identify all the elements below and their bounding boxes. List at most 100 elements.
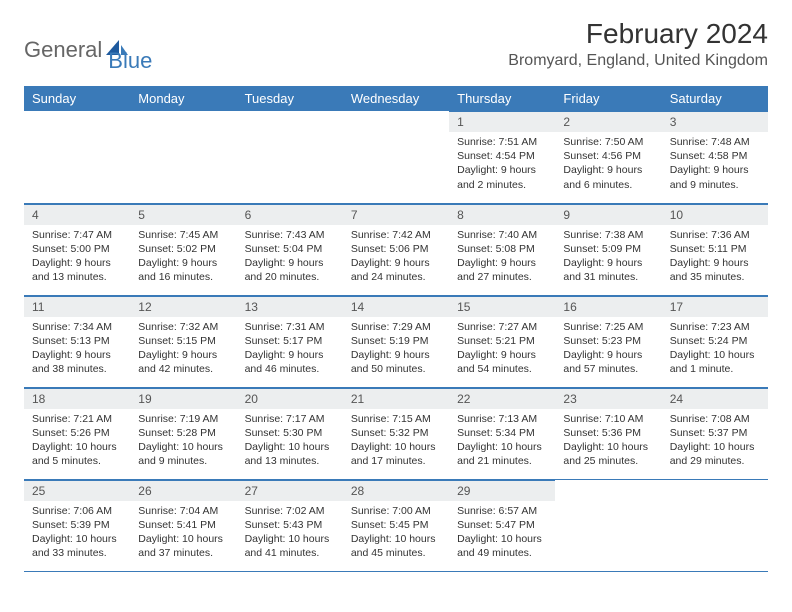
calendar-cell: 16Sunrise: 7:25 AMSunset: 5:23 PMDayligh… [555, 295, 661, 387]
calendar-cell: 6Sunrise: 7:43 AMSunset: 5:04 PMDaylight… [237, 203, 343, 295]
sunrise-line: Sunrise: 7:19 AM [138, 412, 228, 426]
calendar-cell: 27Sunrise: 7:02 AMSunset: 5:43 PMDayligh… [237, 479, 343, 571]
brand-part2: Blue [108, 48, 152, 74]
sunset-line: Sunset: 5:37 PM [670, 426, 760, 440]
sunrise-line: Sunrise: 6:57 AM [457, 504, 547, 518]
day-header: Sunday [24, 86, 130, 111]
day-details: Sunrise: 7:21 AMSunset: 5:26 PMDaylight:… [24, 409, 130, 475]
day-details: Sunrise: 7:00 AMSunset: 5:45 PMDaylight:… [343, 501, 449, 567]
day-number: 21 [343, 388, 449, 409]
day-header: Thursday [449, 86, 555, 111]
daylight-line: Daylight: 9 hours and 31 minutes. [563, 256, 653, 284]
day-details: Sunrise: 7:10 AMSunset: 5:36 PMDaylight:… [555, 409, 661, 475]
daylight-line: Daylight: 9 hours and 35 minutes. [670, 256, 760, 284]
calendar-cell: 29Sunrise: 6:57 AMSunset: 5:47 PMDayligh… [449, 479, 555, 571]
day-number: 7 [343, 204, 449, 225]
day-details: Sunrise: 7:50 AMSunset: 4:56 PMDaylight:… [555, 132, 661, 198]
calendar-cell: 13Sunrise: 7:31 AMSunset: 5:17 PMDayligh… [237, 295, 343, 387]
daylight-line: Daylight: 10 hours and 41 minutes. [245, 532, 335, 560]
daylight-line: Daylight: 9 hours and 16 minutes. [138, 256, 228, 284]
sunset-line: Sunset: 5:02 PM [138, 242, 228, 256]
sunrise-line: Sunrise: 7:45 AM [138, 228, 228, 242]
sunrise-line: Sunrise: 7:32 AM [138, 320, 228, 334]
sunrise-line: Sunrise: 7:47 AM [32, 228, 122, 242]
calendar-cell: 5Sunrise: 7:45 AMSunset: 5:02 PMDaylight… [130, 203, 236, 295]
sunset-line: Sunset: 5:28 PM [138, 426, 228, 440]
sunrise-line: Sunrise: 7:34 AM [32, 320, 122, 334]
daylight-line: Daylight: 10 hours and 37 minutes. [138, 532, 228, 560]
calendar-cell: 4Sunrise: 7:47 AMSunset: 5:00 PMDaylight… [24, 203, 130, 295]
sunset-line: Sunset: 4:56 PM [563, 149, 653, 163]
day-details: Sunrise: 7:43 AMSunset: 5:04 PMDaylight:… [237, 225, 343, 291]
daylight-line: Daylight: 10 hours and 49 minutes. [457, 532, 547, 560]
day-details: Sunrise: 7:45 AMSunset: 5:02 PMDaylight:… [130, 225, 236, 291]
calendar-cell: 18Sunrise: 7:21 AMSunset: 5:26 PMDayligh… [24, 387, 130, 479]
calendar-cell: 12Sunrise: 7:32 AMSunset: 5:15 PMDayligh… [130, 295, 236, 387]
day-header: Tuesday [237, 86, 343, 111]
sunrise-line: Sunrise: 7:42 AM [351, 228, 441, 242]
daylight-line: Daylight: 9 hours and 9 minutes. [670, 163, 760, 191]
calendar-cell: 8Sunrise: 7:40 AMSunset: 5:08 PMDaylight… [449, 203, 555, 295]
daylight-line: Daylight: 9 hours and 38 minutes. [32, 348, 122, 376]
daylight-line: Daylight: 10 hours and 21 minutes. [457, 440, 547, 468]
calendar-week: 4Sunrise: 7:47 AMSunset: 5:00 PMDaylight… [24, 203, 768, 295]
sunset-line: Sunset: 5:26 PM [32, 426, 122, 440]
calendar-cell: 7Sunrise: 7:42 AMSunset: 5:06 PMDaylight… [343, 203, 449, 295]
calendar-week: 18Sunrise: 7:21 AMSunset: 5:26 PMDayligh… [24, 387, 768, 479]
calendar-cell: 17Sunrise: 7:23 AMSunset: 5:24 PMDayligh… [662, 295, 768, 387]
calendar-cell: 3Sunrise: 7:48 AMSunset: 4:58 PMDaylight… [662, 111, 768, 203]
day-number: 15 [449, 296, 555, 317]
sunrise-line: Sunrise: 7:38 AM [563, 228, 653, 242]
sunrise-line: Sunrise: 7:51 AM [457, 135, 547, 149]
calendar-cell: 15Sunrise: 7:27 AMSunset: 5:21 PMDayligh… [449, 295, 555, 387]
daylight-line: Daylight: 9 hours and 13 minutes. [32, 256, 122, 284]
sunset-line: Sunset: 5:21 PM [457, 334, 547, 348]
day-number: 28 [343, 480, 449, 501]
day-number: 6 [237, 204, 343, 225]
calendar-cell: 22Sunrise: 7:13 AMSunset: 5:34 PMDayligh… [449, 387, 555, 479]
day-details: Sunrise: 7:02 AMSunset: 5:43 PMDaylight:… [237, 501, 343, 567]
calendar-cell: 25Sunrise: 7:06 AMSunset: 5:39 PMDayligh… [24, 479, 130, 571]
calendar-cell: 26Sunrise: 7:04 AMSunset: 5:41 PMDayligh… [130, 479, 236, 571]
daylight-line: Daylight: 10 hours and 25 minutes. [563, 440, 653, 468]
calendar-cell: .. [237, 111, 343, 203]
day-number: 8 [449, 204, 555, 225]
day-details: Sunrise: 7:25 AMSunset: 5:23 PMDaylight:… [555, 317, 661, 383]
day-number: 26 [130, 480, 236, 501]
day-number: 25 [24, 480, 130, 501]
sunrise-line: Sunrise: 7:36 AM [670, 228, 760, 242]
sunrise-line: Sunrise: 7:40 AM [457, 228, 547, 242]
calendar-cell: 14Sunrise: 7:29 AMSunset: 5:19 PMDayligh… [343, 295, 449, 387]
daylight-line: Daylight: 9 hours and 50 minutes. [351, 348, 441, 376]
day-number: 24 [662, 388, 768, 409]
sunrise-line: Sunrise: 7:27 AM [457, 320, 547, 334]
sunset-line: Sunset: 5:09 PM [563, 242, 653, 256]
day-number: 13 [237, 296, 343, 317]
sunset-line: Sunset: 5:19 PM [351, 334, 441, 348]
day-number: 14 [343, 296, 449, 317]
daylight-line: Daylight: 9 hours and 2 minutes. [457, 163, 547, 191]
calendar-week: 11Sunrise: 7:34 AMSunset: 5:13 PMDayligh… [24, 295, 768, 387]
calendar-cell: .. [555, 479, 661, 571]
day-number: 1 [449, 111, 555, 132]
sunset-line: Sunset: 5:47 PM [457, 518, 547, 532]
sunset-line: Sunset: 5:15 PM [138, 334, 228, 348]
calendar-cell: 2Sunrise: 7:50 AMSunset: 4:56 PMDaylight… [555, 111, 661, 203]
day-header: Friday [555, 86, 661, 111]
day-number: 18 [24, 388, 130, 409]
sunset-line: Sunset: 5:43 PM [245, 518, 335, 532]
sunset-line: Sunset: 5:24 PM [670, 334, 760, 348]
calendar-week: ........1Sunrise: 7:51 AMSunset: 4:54 PM… [24, 111, 768, 203]
daylight-line: Daylight: 10 hours and 45 minutes. [351, 532, 441, 560]
day-number: 10 [662, 204, 768, 225]
day-details: Sunrise: 7:15 AMSunset: 5:32 PMDaylight:… [343, 409, 449, 475]
sunset-line: Sunset: 5:08 PM [457, 242, 547, 256]
title-block: February 2024 Bromyard, England, United … [508, 18, 768, 70]
sunset-line: Sunset: 5:30 PM [245, 426, 335, 440]
day-details: Sunrise: 7:32 AMSunset: 5:15 PMDaylight:… [130, 317, 236, 383]
day-number: 16 [555, 296, 661, 317]
daylight-line: Daylight: 10 hours and 29 minutes. [670, 440, 760, 468]
day-details: Sunrise: 7:06 AMSunset: 5:39 PMDaylight:… [24, 501, 130, 567]
day-details: Sunrise: 7:38 AMSunset: 5:09 PMDaylight:… [555, 225, 661, 291]
daylight-line: Daylight: 10 hours and 17 minutes. [351, 440, 441, 468]
